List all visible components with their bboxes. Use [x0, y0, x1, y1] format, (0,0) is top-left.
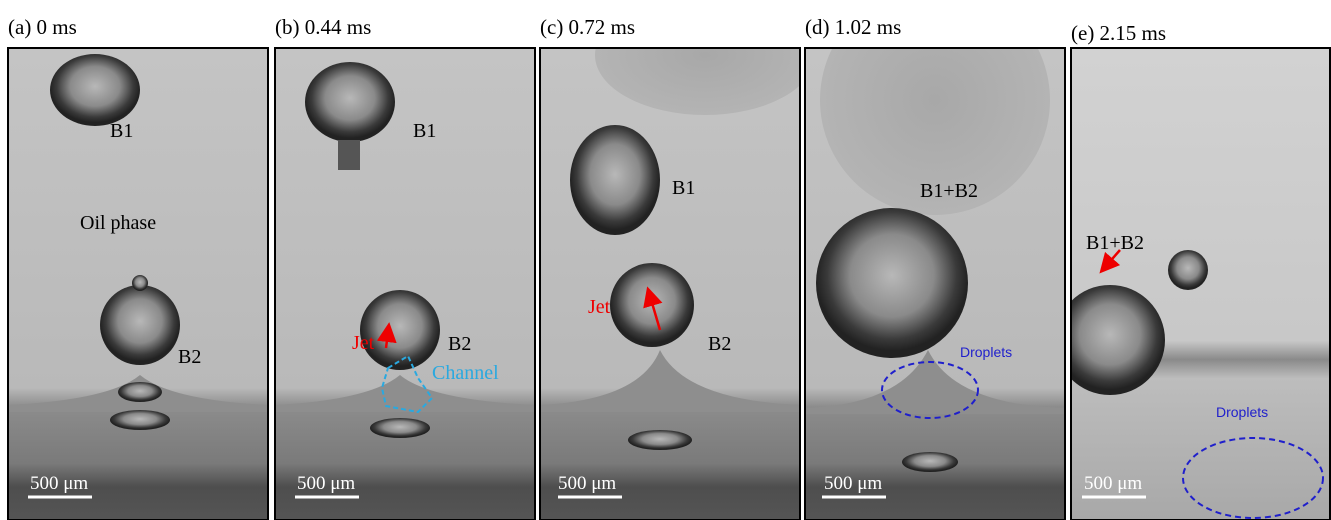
scale-label: 500 μm: [30, 473, 88, 494]
bubble: [360, 290, 440, 370]
bubble: [570, 125, 660, 235]
annotation: B1: [413, 120, 436, 142]
annotation: Droplets: [960, 344, 1012, 360]
annotation: B1: [110, 120, 133, 142]
panel-label: (d) 1.02 ms: [805, 15, 901, 39]
scale-label: 500 μm: [297, 473, 355, 494]
annotation: Droplets: [1216, 404, 1268, 420]
panel-image: [540, 0, 815, 520]
bubble: [816, 208, 968, 358]
scale-label: 500 μm: [824, 473, 882, 494]
panel-image: [1055, 48, 1331, 520]
bubble: [132, 275, 148, 291]
annotation: Jet: [588, 296, 611, 318]
annotation: B2: [178, 346, 201, 368]
panel-image: [8, 48, 268, 520]
bubble: [305, 62, 395, 142]
bubble-tail: [338, 140, 360, 170]
scale-label: 500 μm: [558, 473, 616, 494]
panel-label: (e) 2.15 ms: [1071, 21, 1166, 45]
panel-label: (c) 0.72 ms: [540, 15, 635, 39]
bubble: [1168, 250, 1208, 290]
bubble: [100, 285, 180, 365]
page: {"panels": [ {"label": "(a) 0 ms", "anno…: [0, 0, 1331, 520]
droplet: [118, 382, 162, 402]
panel-label: (a) 0 ms: [8, 15, 77, 39]
bubble: [50, 54, 140, 126]
annotation: B1: [672, 177, 695, 199]
annotation: Channel: [432, 362, 499, 384]
scale-label: 500 μm: [1084, 473, 1142, 494]
droplet: [902, 452, 958, 472]
droplet: [110, 410, 170, 430]
annotation: Jet: [352, 332, 375, 354]
annotation: Oil phase: [80, 212, 156, 234]
annotation: B1+B2: [920, 180, 978, 202]
droplet: [370, 418, 430, 438]
annotation: B1+B2: [1086, 232, 1144, 254]
panel-image: [805, 0, 1065, 520]
annotation: B2: [708, 333, 731, 355]
figure: (a) 0 ms B1 Oil phase B2 500 μm (b) 0.44…: [0, 0, 1331, 520]
annotation: B2: [448, 333, 471, 355]
droplet: [628, 430, 692, 450]
panel-label: (b) 0.44 ms: [275, 15, 371, 39]
panel-image: [275, 48, 535, 520]
